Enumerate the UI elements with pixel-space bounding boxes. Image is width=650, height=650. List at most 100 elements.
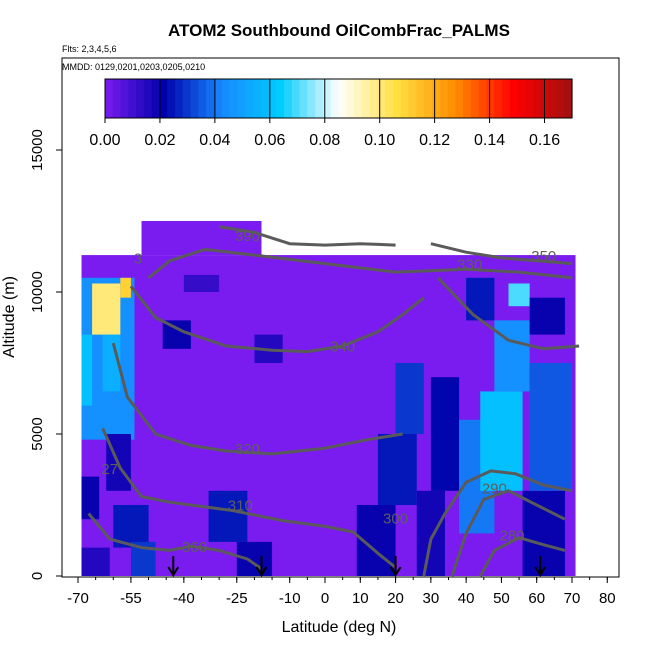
x-tick-label: 80 (599, 590, 616, 607)
heatmap-cell (81, 334, 93, 406)
colorbar-segment (330, 79, 340, 118)
colorbar-tick-label: 0.16 (529, 132, 560, 149)
colorbar-segment (299, 79, 308, 118)
contour-label: 3 (134, 251, 142, 268)
colorbar-segment (470, 79, 480, 118)
dates-note: MMDD: 0129,0201,0203,0205,0210 (62, 62, 205, 72)
colorbar-segment (439, 79, 449, 118)
x-tick-label: 70 (564, 590, 581, 607)
colorbar-segment (556, 79, 565, 118)
heatmap-cell (529, 297, 565, 335)
contour-line (101, 427, 397, 569)
contour-label: 390 (235, 228, 260, 245)
colorbar-segment (136, 79, 145, 118)
heatmap-cell (208, 490, 248, 542)
colorbar-segment (167, 79, 176, 118)
colorbar-segment (151, 79, 161, 118)
y-axis: 0 5000 10000 15000 (29, 129, 62, 580)
colorbar-segment (564, 79, 573, 118)
contour-lines: 360 310 320 340 300 290 280 350 330 390 27 3 (87, 225, 580, 577)
x-tick-label: -70 (67, 590, 89, 607)
colorbar-tick-label: 0.14 (474, 132, 505, 149)
heatmap-cell (81, 547, 110, 576)
x-tick-label: -10 (279, 590, 301, 607)
colorbar-segment (291, 79, 301, 118)
contour-label: 320 (235, 441, 260, 458)
colorbar-segment (206, 79, 215, 118)
arrow-head (167, 566, 180, 577)
colorbar-segment (338, 79, 347, 118)
colorbar-segment (105, 79, 114, 118)
colorbar-segment (548, 79, 558, 118)
y-tick-label: 10000 (29, 271, 46, 313)
contour-line (147, 247, 573, 280)
contour-label: 330 (457, 256, 482, 273)
colorbar-segment (237, 79, 246, 118)
colorbar-segment (486, 79, 495, 118)
colorbar-segment (385, 79, 394, 118)
colorbar-segment (260, 79, 270, 118)
colorbar-segment (315, 79, 324, 118)
contour-line (478, 536, 566, 577)
colorbar-segment (159, 79, 168, 118)
contour-line (430, 242, 573, 266)
y-tick-label: 15000 (29, 129, 46, 171)
colorbar-segment (455, 79, 464, 118)
colorbar-segment (213, 79, 223, 118)
colorbar-segment (533, 79, 542, 118)
colorbar-segment (447, 79, 456, 118)
heatmap-cell (522, 490, 565, 576)
colorbar-segment (112, 79, 122, 118)
flights-note: Flts: 2,3,4,5,6 (62, 44, 117, 54)
colorbar-segment (392, 79, 402, 118)
contour-line (129, 285, 425, 354)
colorbar-segment (416, 79, 425, 118)
contour-label: 27 (101, 461, 118, 478)
contour-line (450, 489, 566, 577)
colorbar-segment (509, 79, 519, 118)
arrow-head (534, 566, 547, 577)
heatmap-cell (92, 283, 121, 335)
colorbar-segment (190, 79, 199, 118)
colorbar-segment (494, 79, 503, 118)
colorbar-segment (501, 79, 511, 118)
arrow-head (255, 566, 268, 577)
x-tick-label: 10 (352, 590, 369, 607)
colorbar-segment (284, 79, 293, 118)
contour-line (87, 512, 263, 571)
contour-line (436, 276, 580, 351)
colorbar-tick-label: 0.02 (144, 132, 175, 149)
x-tick-label: 0 (321, 590, 329, 607)
colorbar-segment (525, 79, 534, 118)
colorbar-segment (276, 79, 285, 118)
colorbar-tick-label: 0.12 (419, 132, 450, 149)
flight-arrows (167, 556, 547, 577)
x-tick-label: -55 (120, 590, 142, 607)
plot-area: 360 310 320 340 300 290 280 350 330 390 27 3 (81, 221, 580, 577)
y-axis-label: Altitude (m) (1, 276, 18, 358)
heatmap-cell (494, 320, 530, 392)
heatmap-cell (508, 283, 530, 307)
colorbar-segment (120, 79, 129, 118)
x-axis: -70 -55 -40 -25 -10 0 10 20 30 40 50 60 70 80 (67, 577, 616, 607)
x-tick-label: 50 (493, 590, 510, 607)
colorbar-segment (408, 79, 417, 118)
contour-line (218, 225, 396, 247)
colorbar-segment (517, 79, 526, 118)
contour-line (422, 469, 573, 577)
colorbar-tick-label: 0.00 (89, 132, 120, 149)
heatmap-cell (236, 541, 273, 576)
colorbar-segment (322, 79, 332, 118)
x-tick-label: 30 (423, 590, 440, 607)
colorbar-segment (377, 79, 386, 118)
colorbar-segment (268, 79, 277, 118)
contour-line (111, 342, 403, 456)
plot-frame (61, 57, 620, 578)
heatmap-cell (480, 391, 523, 491)
colorbar-segment (175, 79, 184, 118)
colorbar-segment (221, 79, 231, 118)
y-tick-label: 5000 (29, 417, 46, 450)
colorbar-segment (182, 79, 192, 118)
colorbar-segment (540, 79, 550, 118)
